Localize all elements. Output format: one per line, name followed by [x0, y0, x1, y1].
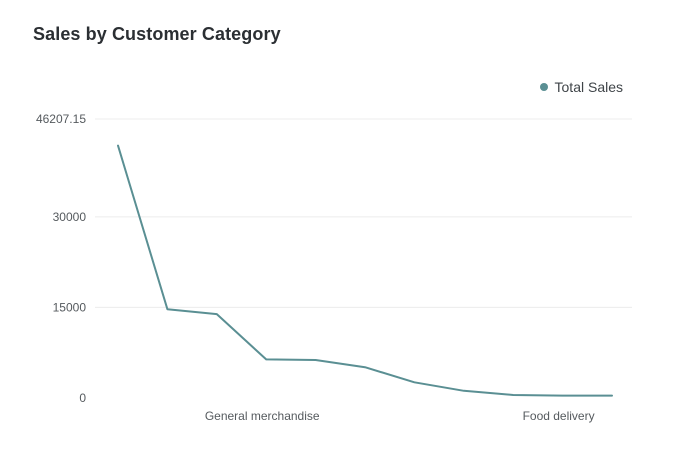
data-point[interactable] [211, 308, 223, 320]
y-tick-label: 30000 [53, 210, 87, 224]
data-point[interactable] [310, 354, 322, 366]
data-point[interactable] [359, 361, 371, 373]
data-point[interactable] [260, 353, 272, 365]
legend-marker-total-sales [539, 83, 548, 91]
data-point[interactable] [507, 389, 519, 401]
y-tick-label: 46207.15 [36, 112, 86, 126]
series-line-total-sales[interactable] [117, 144, 613, 397]
legend-label-total-sales: Total Sales [554, 79, 623, 95]
gridlines [95, 118, 632, 308]
data-point[interactable] [408, 376, 420, 388]
y-tick-label: 0 [79, 391, 86, 405]
data-point[interactable] [458, 385, 470, 397]
legend[interactable]: Total Sales [539, 79, 623, 95]
data-point[interactable] [606, 390, 618, 402]
y-tick-label: 15000 [53, 300, 87, 314]
series-layer [112, 140, 618, 402]
data-point[interactable] [112, 140, 124, 152]
chart-title: Sales by Customer Category [33, 24, 281, 44]
data-point[interactable] [161, 303, 173, 315]
y-axis-ticks: 0 15000 30000 46207.15 [36, 112, 86, 405]
x-tick-label: General merchandise [205, 409, 320, 423]
data-point[interactable] [557, 390, 569, 402]
x-tick-label: Food delivery [523, 409, 595, 423]
x-axis-ticks: General merchandise Food delivery [205, 409, 595, 423]
